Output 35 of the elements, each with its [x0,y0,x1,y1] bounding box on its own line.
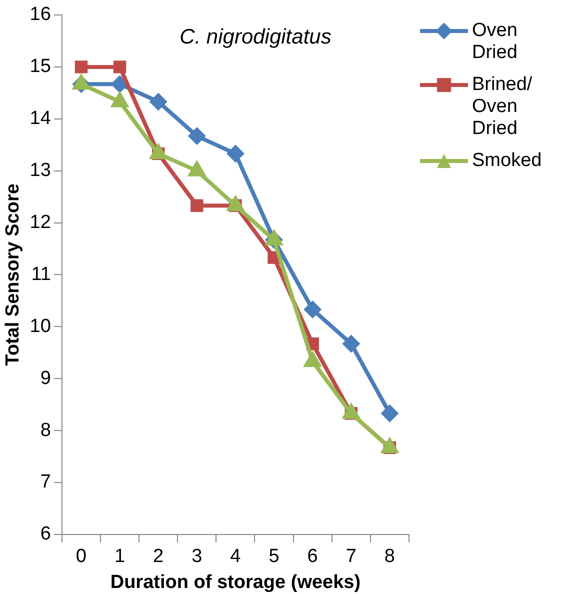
y-tick-label: 7 [40,472,51,493]
point [380,404,399,422]
y-tick-label: 14 [30,108,52,130]
y-tick-label: 15 [30,56,51,78]
y-tick-label: 9 [40,368,51,389]
point [188,127,206,146]
point [113,60,126,74]
point [190,199,204,212]
y-tick-label: 11 [31,264,51,285]
x-tick-label: 1 [114,546,126,568]
point [304,300,322,318]
point [74,60,88,74]
x-tick-label: 8 [384,546,396,568]
x-tick-label: 7 [346,546,356,568]
legend-label: Oven Dried [472,20,518,64]
legend-label: Smoked [472,150,542,172]
x-tick-label: 0 [76,546,87,568]
text: C. nigrodigitatus [180,25,332,48]
legend-label: Brined/ Oven Dried [472,74,534,140]
y-tick-label: 8 [40,420,51,441]
x-tick-label: 3 [192,546,202,568]
x-tick-label: 4 [230,546,242,568]
y-tick-label: 12 [30,212,51,233]
point [226,144,244,163]
point [149,92,168,111]
x-tick-label: 5 [268,546,280,568]
x-axis-title: Duration of storage (weeks) [110,572,361,593]
x-tick-label: 6 [307,546,318,568]
y-tick-label: 10 [30,316,51,337]
y-tick-label: 13 [30,160,51,182]
y-tick-label: 16 [30,4,51,26]
y-axis-title: Total Sensory Score [2,184,24,366]
point [342,334,360,353]
x-tick-label: 2 [153,546,164,568]
y-tick-label: 6 [40,524,51,545]
